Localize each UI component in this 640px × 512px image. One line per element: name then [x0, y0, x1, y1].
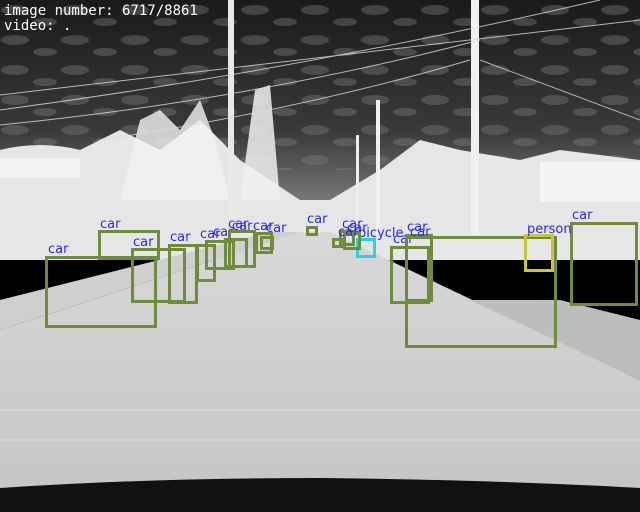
- car-detection-label: car: [342, 217, 363, 232]
- car-detection-label: car: [133, 235, 154, 250]
- car-detection-box: [405, 236, 557, 348]
- car-detection-label: car: [347, 221, 368, 236]
- video-readout: video: .: [4, 18, 72, 34]
- car-detection-box: [260, 236, 274, 250]
- car-detection-label: car: [410, 225, 431, 240]
- car-detection-box: [131, 248, 186, 303]
- car-detection-label: car: [338, 225, 359, 240]
- person-detection-label: person: [527, 222, 572, 237]
- bicycle-detection-label: bicycle: [358, 226, 404, 241]
- car-detection-box: [570, 222, 638, 306]
- car-detection-box: [205, 240, 235, 270]
- car-detection-label: car: [407, 220, 428, 235]
- car-detection-label: car: [228, 217, 249, 232]
- car-detection-label: car: [100, 217, 121, 232]
- car-detection-label: car: [266, 221, 287, 236]
- car-detection-label: car: [572, 208, 593, 223]
- car-detection-box: [343, 232, 361, 250]
- car-detection-label: car: [253, 219, 274, 234]
- car-detection-label: car: [170, 230, 191, 245]
- person-detection-box: [524, 234, 554, 272]
- car-detection-box: [168, 244, 198, 304]
- car-detection-box: [332, 238, 344, 248]
- car-detection-label: car: [200, 227, 221, 242]
- car-detection-label: car: [307, 212, 328, 227]
- car-detection-box: [306, 226, 318, 236]
- image-number-readout: image number: 6717/8861: [4, 3, 198, 19]
- car-detection-label: car: [48, 242, 69, 257]
- car-detection-box: [390, 246, 430, 304]
- car-detection-box: [228, 230, 256, 268]
- car-detection-box: [98, 230, 160, 260]
- car-detection-label: car: [232, 219, 253, 234]
